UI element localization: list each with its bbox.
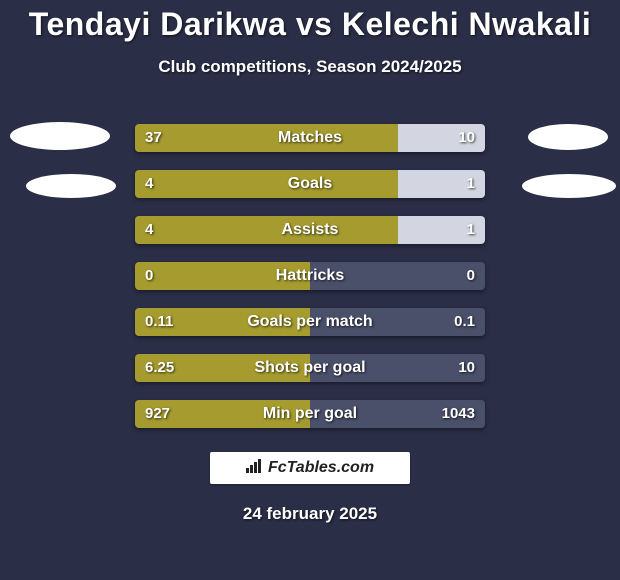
stat-row: 9271043Min per goal xyxy=(135,400,485,428)
player1-club-logo-2 xyxy=(26,174,116,198)
stat-label: Goals per match xyxy=(135,308,485,336)
stat-label: Shots per goal xyxy=(135,354,485,382)
brand-badge: FcTables.com xyxy=(210,452,410,484)
player1-club-logo-1 xyxy=(10,122,110,150)
stat-row: 3710Matches xyxy=(135,124,485,152)
stat-row: 0.110.1Goals per match xyxy=(135,308,485,336)
stat-label: Hattricks xyxy=(135,262,485,290)
brand-chart-icon xyxy=(246,459,264,478)
infographic-date: 24 february 2025 xyxy=(0,504,620,524)
stats-bars: 3710Matches 41Goals 41Assists 00Hattricks 0.… xyxy=(135,124,485,446)
brand-text: FcTables.com xyxy=(268,459,374,477)
stat-row: 41Assists xyxy=(135,216,485,244)
page-title: Tendayi Darikwa vs Kelechi Nwakali xyxy=(0,0,620,43)
stat-row: 6.2510Shots per goal xyxy=(135,354,485,382)
stat-row: 41Goals xyxy=(135,170,485,198)
player2-club-logo-1 xyxy=(528,124,608,150)
stat-label: Goals xyxy=(135,170,485,198)
stat-label: Assists xyxy=(135,216,485,244)
comparison-infographic: Tendayi Darikwa vs Kelechi Nwakali Club … xyxy=(0,0,620,580)
stat-row: 00Hattricks xyxy=(135,262,485,290)
stat-label: Matches xyxy=(135,124,485,152)
player2-club-logo-2 xyxy=(522,174,616,198)
stat-label: Min per goal xyxy=(135,400,485,428)
page-subtitle: Club competitions, Season 2024/2025 xyxy=(0,57,620,77)
